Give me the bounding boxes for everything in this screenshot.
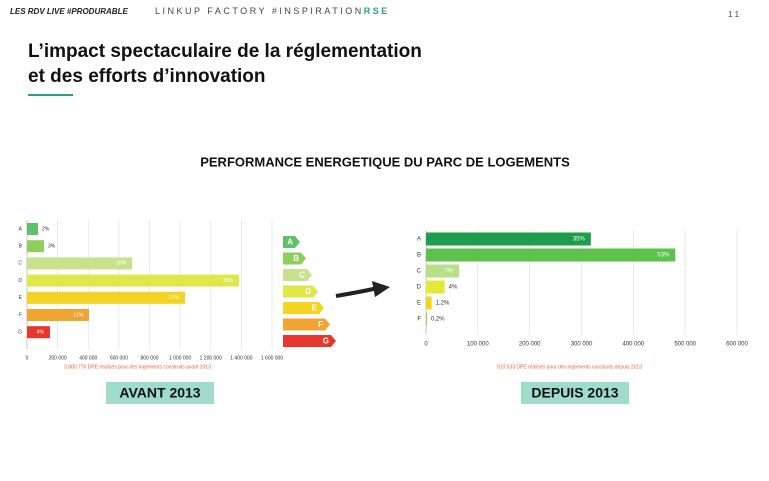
scale-arrow <box>283 285 318 298</box>
scale-letter: C <box>299 271 305 280</box>
scale-arrow <box>283 318 330 331</box>
x-tick-label: 800 000 <box>140 356 158 362</box>
bar-label: 35% <box>573 237 586 243</box>
caption: DEPUIS 2013 <box>531 385 618 401</box>
category-label: B <box>19 244 23 250</box>
x-tick-label: 1 000 000 <box>169 356 191 362</box>
bar-label: 3% <box>48 244 56 250</box>
bar-label: 4% <box>449 285 458 291</box>
caption: AVANT 2013 <box>119 385 200 401</box>
scale-letter: B <box>293 254 299 263</box>
bar-label: 0,2% <box>431 317 445 323</box>
category-label: F <box>417 317 421 323</box>
x-tick-label: 300 000 <box>571 342 593 348</box>
category-label: A <box>417 237 421 243</box>
scale-letter: A <box>287 238 293 247</box>
bar-label: 2% <box>42 226 50 232</box>
scale-arrow <box>283 236 300 248</box>
section-title: PERFORMANCE ENERGETIQUE DU PARC DE LOGEM… <box>200 154 570 169</box>
scale-arrow <box>283 335 336 347</box>
bar-label: 1,2% <box>436 301 450 307</box>
bar-label: 11% <box>73 312 83 318</box>
category-label: B <box>417 253 421 259</box>
footnote: 3 880 776 DPE réalisés pour des logement… <box>64 364 211 370</box>
scale-arrow <box>283 252 306 265</box>
scale-letter: E <box>312 304 318 313</box>
bar <box>27 326 50 339</box>
header-brand: LINKUP FACTORY #INSPIRATIONRSE <box>155 6 390 16</box>
bar <box>27 291 186 304</box>
slide-title: L’impact spectaculaire de la réglementat… <box>28 41 422 62</box>
header-left: LES RDV LIVE #PRODURABLE <box>10 7 128 16</box>
category-label: E <box>19 295 23 301</box>
footnote: 910 533 DPE réalisés pour des logements … <box>497 364 642 370</box>
bar-label: 18% <box>116 261 127 267</box>
x-tick-label: 200 000 <box>49 356 67 362</box>
bar <box>426 312 427 326</box>
bar <box>426 264 460 278</box>
bar-label: 27% <box>169 295 180 301</box>
bar <box>27 274 240 287</box>
x-tick-label: 200 000 <box>519 342 541 348</box>
caption-box <box>521 382 629 404</box>
x-tick-label: 500 000 <box>674 342 696 348</box>
bar <box>27 223 39 235</box>
brand: LINKUP FACTORY #INSPIRATION <box>155 6 364 16</box>
bar <box>27 309 90 321</box>
category-label: E <box>417 301 421 307</box>
bar <box>426 232 591 246</box>
category-label: G <box>18 330 22 336</box>
brand-accent: RSE <box>364 6 390 16</box>
category-label: A <box>19 226 23 232</box>
x-tick-label: 600 000 <box>110 356 128 362</box>
category-label: C <box>18 261 22 267</box>
scale-arrow <box>283 302 324 314</box>
bar-label: 7% <box>445 269 454 275</box>
page-number: 1 1 <box>728 10 740 19</box>
category-label: C <box>417 269 422 275</box>
caption-box <box>106 382 214 404</box>
scale-letter: G <box>323 337 329 346</box>
scale-letter: F <box>318 320 323 329</box>
category-label: F <box>19 312 22 318</box>
scale-arrow <box>283 269 312 281</box>
x-tick-label: 1 400 000 <box>230 356 252 362</box>
slide-title: et des efforts d’innovation <box>28 66 266 87</box>
bar-label: 4% <box>37 330 45 336</box>
x-tick-label: 600 000 <box>726 342 748 348</box>
x-tick-label: 0 <box>424 342 428 348</box>
category-label: D <box>417 285 422 291</box>
bar <box>27 240 44 253</box>
bar <box>426 296 432 310</box>
title-underline <box>28 94 73 96</box>
arrow <box>335 281 390 298</box>
bar-label: 53% <box>657 253 670 259</box>
x-tick-label: 100 000 <box>467 342 489 348</box>
bar <box>27 257 133 270</box>
x-tick-label: 400 000 <box>622 342 644 348</box>
x-tick-label: 0 <box>26 356 29 362</box>
x-tick-label: 1 200 000 <box>200 356 222 362</box>
bar <box>426 280 445 294</box>
bar <box>426 248 676 262</box>
category-label: D <box>18 278 22 284</box>
x-tick-label: 400 000 <box>79 356 97 362</box>
bar-label: 35% <box>223 278 234 284</box>
scale-letter: D <box>305 287 311 296</box>
x-tick-label: 1 600 000 <box>261 356 283 362</box>
